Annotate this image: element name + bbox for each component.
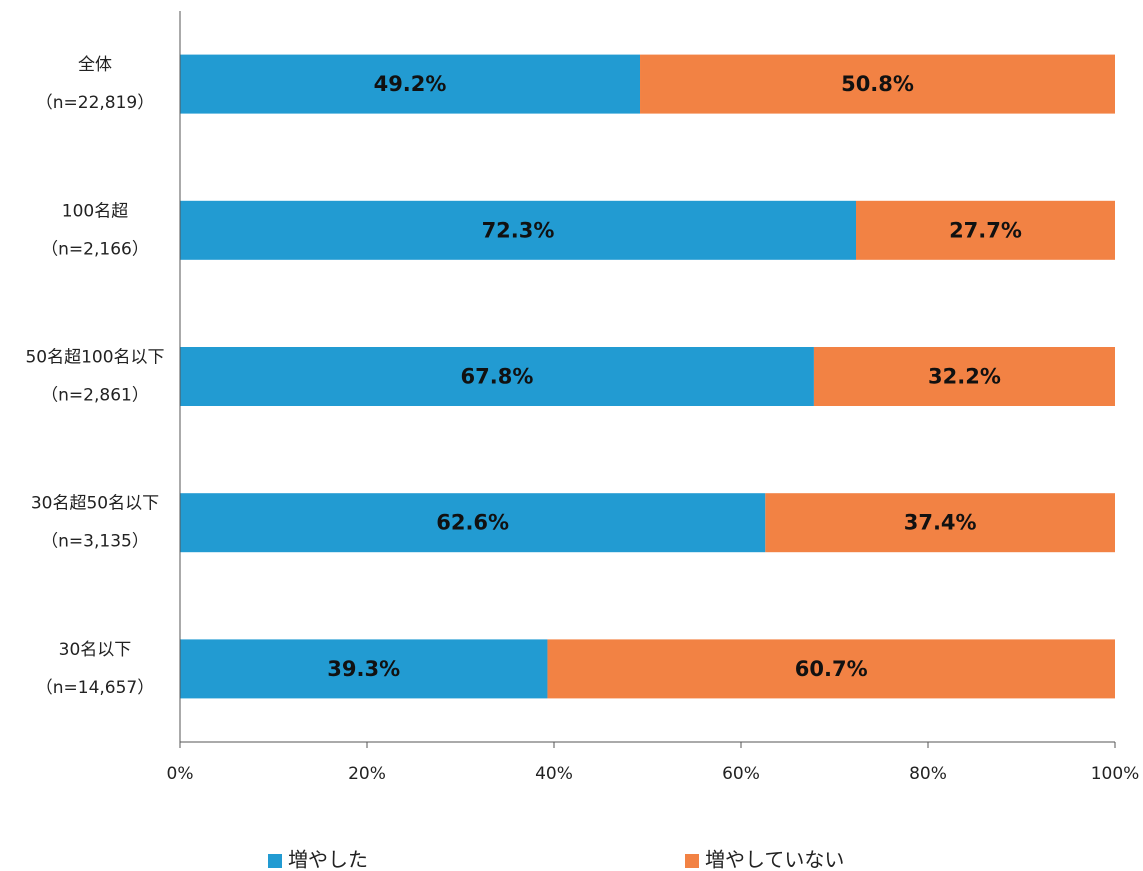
- y-tick-label: 30名以下: [59, 640, 132, 660]
- bar-segment: [180, 54, 641, 114]
- bar-segment: [813, 347, 1115, 406]
- value-label: 37.4%: [904, 511, 977, 535]
- value-label: 50.8%: [841, 72, 914, 96]
- x-tick-label: 60%: [722, 764, 760, 784]
- value-label: 67.8%: [461, 365, 534, 389]
- y-tick-label: 100名超: [62, 201, 128, 221]
- x-tick-label: 20%: [348, 764, 386, 784]
- x-tick-label: 80%: [909, 764, 947, 784]
- x-tick-label: 0%: [167, 764, 194, 784]
- y-tick-label: （n=2,861）: [41, 386, 149, 406]
- bar-segment: [765, 493, 1115, 553]
- bar-segment: [180, 347, 814, 406]
- value-label: 32.2%: [928, 365, 1001, 389]
- value-label: 39.3%: [327, 657, 400, 681]
- bar-segment: [180, 493, 766, 553]
- y-tick-label: 30名超50名以下: [31, 494, 159, 514]
- bar-segment: [547, 639, 1115, 699]
- bar-segment: [640, 54, 1115, 114]
- y-tick-label: （n=14,657）: [36, 678, 155, 698]
- legend-label: 増やしていない: [705, 848, 844, 871]
- y-tick-label: （n=3,135）: [41, 532, 149, 552]
- y-tick-label: （n=2,166）: [41, 239, 149, 259]
- bar-segment: [856, 200, 1115, 260]
- y-tick-label: 全体: [78, 55, 112, 75]
- value-label: 62.6%: [436, 511, 509, 535]
- value-label: 27.7%: [949, 218, 1022, 242]
- legend-swatch: [685, 854, 699, 868]
- legend-label: 増やした: [288, 848, 368, 871]
- x-tick-label: 100%: [1091, 764, 1140, 784]
- value-label: 60.7%: [795, 657, 868, 681]
- y-tick-label: （n=22,819）: [36, 93, 155, 113]
- legend-swatch: [268, 854, 282, 868]
- bar-segment: [180, 200, 857, 260]
- value-label: 49.2%: [374, 72, 447, 96]
- x-tick-label: 40%: [535, 764, 573, 784]
- bar-segment: [180, 639, 548, 699]
- y-tick-label: 50名超100名以下: [25, 348, 164, 368]
- value-label: 72.3%: [482, 218, 555, 242]
